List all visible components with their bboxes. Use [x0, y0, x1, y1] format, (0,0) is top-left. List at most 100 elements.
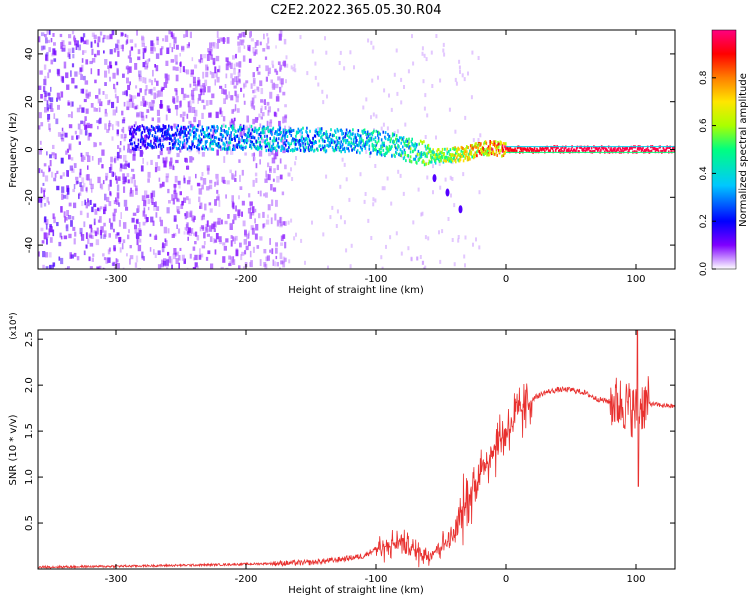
spectrogram-ridge-cell [137, 142, 140, 146]
spectrogram-noise-cell [234, 76, 238, 83]
spectrogram-noise-cell [114, 156, 117, 163]
spectrogram-ridge-cell [137, 138, 140, 142]
spectrogram-ridge-cell [566, 148, 569, 152]
spectrogram-noise-cell [200, 54, 203, 60]
spectrogram-ridge-cell [271, 148, 273, 152]
spectrogram-ridge-cell [231, 126, 233, 130]
spectrogram-ridge-cell [224, 143, 226, 147]
spectrogram-noise-cell [179, 134, 181, 139]
spectrogram-noise-cell [173, 183, 177, 188]
spectrogram-noise-cell [122, 126, 125, 134]
spectrogram-noise-cell [155, 162, 158, 169]
spectrogram-noise-cell [380, 255, 383, 260]
x-tick-label: -200 [235, 574, 258, 585]
spectrogram-noise-cell [171, 194, 174, 201]
spectrogram-noise-cell [48, 96, 51, 100]
spectrogram-noise-cell [463, 77, 466, 82]
spectrogram-noise-cell [171, 33, 175, 40]
spectrogram-noise-cell [79, 227, 83, 235]
spectrogram-noise-cell [265, 170, 267, 178]
spectrogram-noise-cell [83, 50, 87, 54]
spectrogram-ridge-cell [332, 139, 335, 143]
spectrogram-ridge-cell [359, 141, 362, 145]
spectrogram-x-axis-label: Height of straight line (km) [288, 285, 424, 296]
spectrogram-noise-cell [202, 71, 205, 79]
spectrogram-noise-cell [89, 224, 93, 229]
spectrogram-noise-cell [157, 250, 161, 255]
spectrogram-noise-cell [83, 98, 87, 103]
spectrogram-ridge-cell [391, 154, 393, 158]
spectrogram-ridge-cell [141, 130, 144, 134]
spectrogram-noise-cell [147, 178, 150, 183]
spectrogram-noise-cell [226, 61, 229, 66]
spectrogram-noise-cell [135, 85, 138, 89]
spectrogram-noise-cell [228, 255, 231, 260]
spectrogram-noise-cell [80, 88, 84, 94]
spectrogram-noise-cell [99, 101, 103, 107]
spectrogram-noise-cell [150, 159, 153, 165]
spectrogram-noise-cell [85, 187, 88, 192]
spectrogram-noise-cell [151, 99, 155, 107]
spectrogram-noise-cell [208, 112, 212, 118]
spectrogram-noise-cell [116, 69, 119, 76]
spectrogram-noise-cell [279, 216, 282, 224]
spectrogram-ridge-cell [527, 148, 530, 152]
spectrogram-noise-cell [175, 44, 179, 50]
spectrogram-noise-cell [165, 259, 169, 267]
spectrogram-ridge-cell [409, 150, 412, 154]
spectrogram-noise-cell [202, 83, 205, 87]
spectrogram-noise-cell [282, 91, 286, 96]
spectrogram-noise-cell [209, 42, 213, 48]
spectrogram-noise-cell [40, 94, 43, 99]
spectrogram-noise-cell [206, 220, 209, 227]
spectrogram-ridge-cell [175, 126, 178, 130]
spectrogram-noise-cell [403, 85, 405, 89]
spectrogram-noise-cell [131, 168, 135, 172]
spectrogram-ridge-cell [455, 150, 458, 153]
spectrogram-ridge-cell [232, 126, 235, 130]
spectrogram-noise-cell [126, 100, 130, 108]
spectrogram-noise-cell [65, 224, 69, 232]
spectrogram-noise-cell [238, 69, 241, 73]
spectrogram-ridge-cell [448, 157, 451, 161]
spectrogram-noise-cell [119, 141, 122, 146]
spectrogram-noise-cell [279, 174, 283, 180]
spectrogram-noise-cell [122, 239, 126, 244]
y-tick-label: -40 [24, 237, 35, 253]
spectrogram-ridge-cell [342, 132, 345, 136]
spectrogram-noise-cell [77, 123, 81, 130]
spectrogram-noise-cell [85, 232, 88, 239]
spectrogram-noise-cell [102, 267, 105, 269]
spectrogram-ridge-cell [352, 128, 354, 132]
spectrogram-ridge-cell [341, 129, 343, 133]
spectrogram-noise-cell [236, 108, 240, 113]
spectrogram-noise-cell [248, 136, 252, 142]
spectrogram-noise-cell [40, 201, 43, 208]
spectrogram-ridge-cell [363, 128, 366, 132]
spectrogram-noise-cell [341, 157, 344, 162]
spectrogram-noise-cell [321, 89, 324, 94]
spectrogram-noise-cell [150, 106, 154, 111]
spectrogram-ridge-cell [350, 144, 353, 148]
spectrogram-ridge-cell [529, 147, 532, 151]
spectrogram-noise-cell [292, 67, 295, 72]
spectrogram-noise-cell [194, 84, 198, 91]
spectrogram-ridge-cell [423, 160, 425, 164]
spectrogram-noise-cell [46, 103, 49, 111]
spectrogram-ridge-cell [534, 150, 537, 154]
spectrogram-ridge-cell [151, 144, 154, 148]
spectrogram-noise-cell [114, 158, 116, 164]
spectrogram-noise-cell [234, 90, 237, 96]
spectrogram-ridge-cell [468, 152, 470, 156]
spectrogram-noise-cell [282, 128, 286, 136]
spectrogram-noise-cell [191, 94, 195, 100]
spectrogram-noise-cell [176, 152, 180, 158]
spectrogram-ridge-cell [131, 125, 133, 129]
spectrogram-noise-cell [88, 132, 92, 137]
spectrogram-noise-cell [396, 129, 399, 134]
spectrogram-ridge-cell [309, 129, 311, 133]
spectrogram-ridge-cell [319, 127, 321, 131]
spectrogram-noise-cell [253, 80, 256, 87]
spectrogram-noise-cell [260, 88, 264, 95]
spectrogram-noise-cell [239, 186, 243, 190]
